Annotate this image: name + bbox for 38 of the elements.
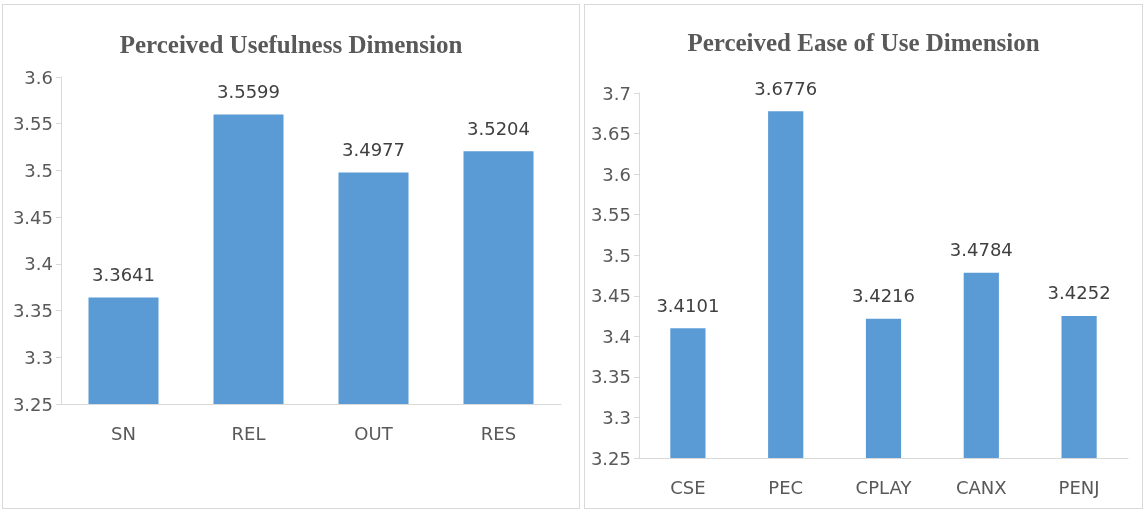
y-tick-label: 3.5 <box>602 244 631 266</box>
y-tick-label: 3.25 <box>12 393 53 415</box>
data-label: 3.6776 <box>754 77 818 99</box>
chart-title: Perceived Ease of Use Dimension <box>687 29 1040 56</box>
x-tick-label: CPLAY <box>855 476 913 498</box>
y-tick-label: 3.35 <box>12 300 53 322</box>
data-label: 3.4216 <box>852 285 915 307</box>
y-tick-label: 3.65 <box>590 123 631 145</box>
y-tick-label: 3.4 <box>24 253 53 275</box>
y-tick-label: 3.6 <box>602 163 631 185</box>
y-tick-label: 3.4 <box>602 325 631 347</box>
y-tick-label: 3.7 <box>602 82 631 104</box>
data-label: 3.4252 <box>1047 282 1111 304</box>
x-tick-label: OUT <box>354 422 394 444</box>
y-tick-label: 3.6 <box>24 66 53 88</box>
data-label: 3.4101 <box>656 294 720 316</box>
x-tick-label: PEC <box>768 476 804 498</box>
x-tick-label: CSE <box>670 476 706 498</box>
y-tick-label: 3.3 <box>602 406 631 428</box>
data-label: 3.5599 <box>217 80 280 102</box>
x-tick-label: CANX <box>955 476 1007 498</box>
y-tick-label: 3.45 <box>590 285 631 307</box>
y-tick-label: 3.3 <box>24 346 53 368</box>
y-tick-label: 3.55 <box>12 113 53 135</box>
chart-title: Perceived Usefulness Dimension <box>119 31 463 58</box>
x-tick-label: PENJ <box>1058 476 1100 498</box>
y-tick-label: 3.5 <box>24 159 53 181</box>
x-tick-label: SN <box>111 422 136 444</box>
x-tick-label: RES <box>480 422 517 444</box>
x-tick-label: REL <box>231 422 266 444</box>
y-tick-label: 3.35 <box>590 366 631 388</box>
data-label: 3.4784 <box>949 239 1013 261</box>
data-label: 3.4977 <box>342 139 405 161</box>
y-tick-label: 3.55 <box>590 204 631 226</box>
y-tick-label: 3.45 <box>12 206 53 228</box>
data-label: 3.3641 <box>92 263 155 285</box>
y-tick-label: 3.25 <box>590 447 631 469</box>
data-label: 3.5204 <box>467 117 530 139</box>
